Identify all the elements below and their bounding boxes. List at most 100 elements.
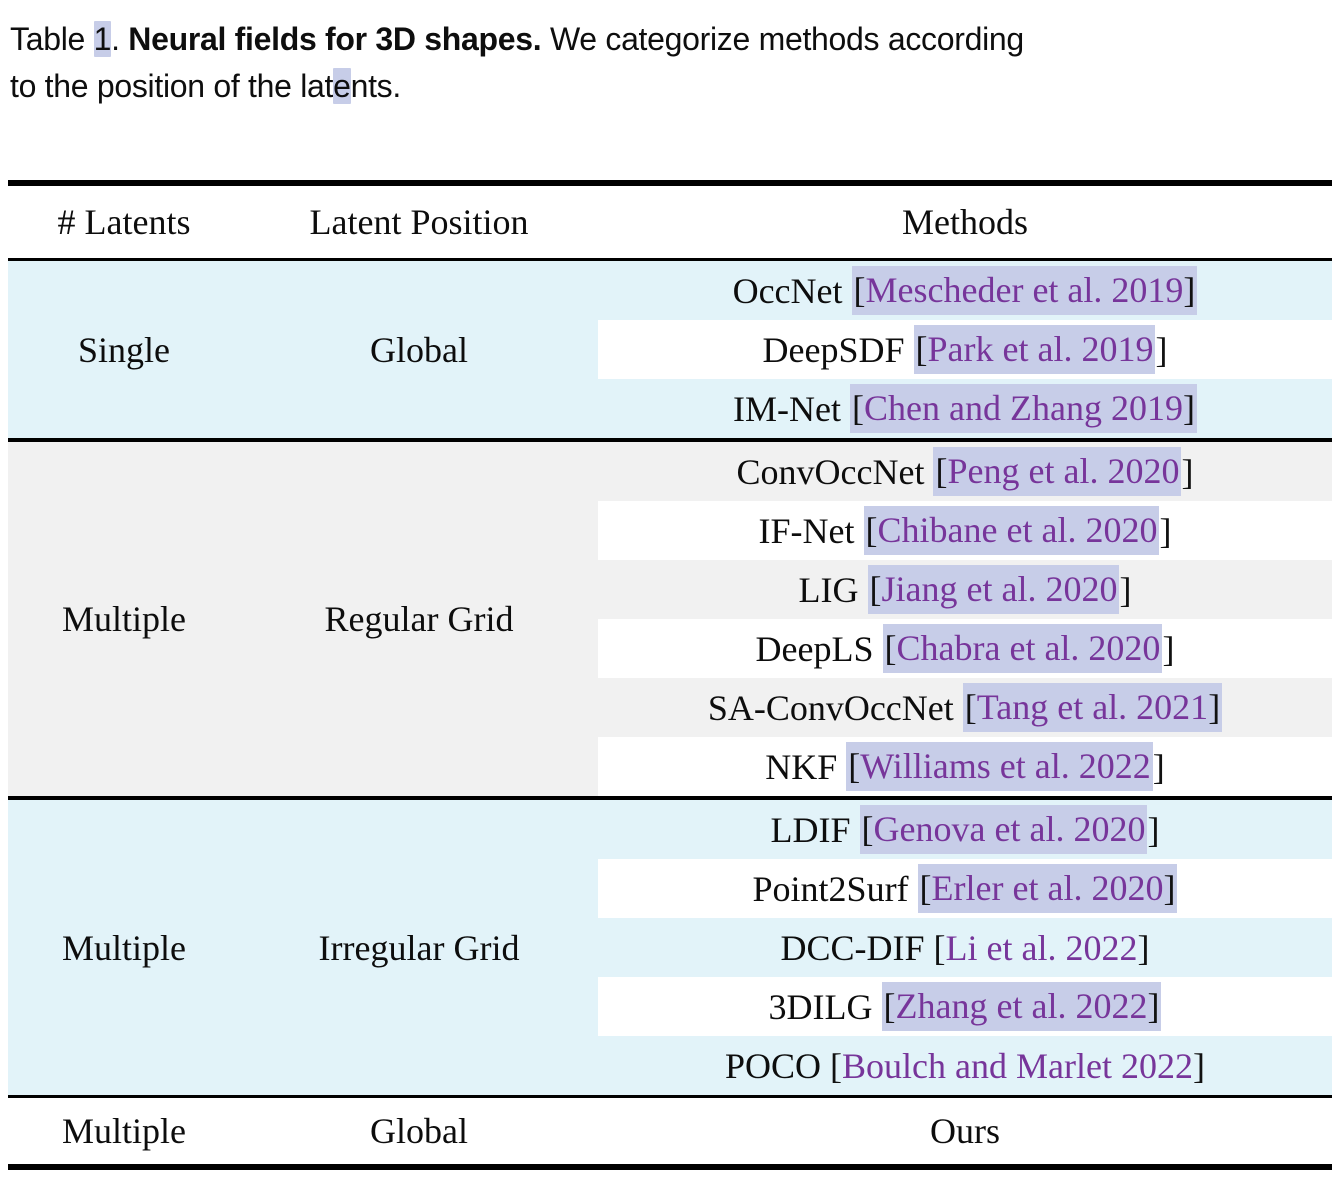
- citation-link[interactable]: [Chabra et al. 2020: [882, 624, 1163, 673]
- citation-text[interactable]: Erler et al. 2020: [931, 868, 1164, 908]
- citation-close-bracket: ]: [1162, 628, 1175, 669]
- method-row: ConvOccNet [Peng et al. 2020]: [598, 442, 1332, 501]
- citation-open-bracket: [: [869, 569, 882, 609]
- citation-text[interactable]: Zhang et al. 2022: [895, 986, 1148, 1026]
- methods-cell: OccNet [Mescheder et al. 2019] DeepSDF [P…: [598, 261, 1332, 438]
- citation-close-bracket: ]: [1147, 986, 1160, 1026]
- latents-cell: Multiple: [62, 599, 186, 639]
- citation-open-bracket: [: [915, 329, 928, 369]
- caption-text: .: [111, 21, 129, 57]
- citation-link[interactable]: [Boulch and Marlet 2022: [830, 1045, 1193, 1087]
- citation-close-bracket: ]: [1159, 510, 1172, 551]
- citation-close-bracket: ]: [1182, 388, 1195, 428]
- caption-bold-title: Neural fields for 3D shapes.: [128, 21, 542, 57]
- method-row: OccNet [Mescheder et al. 2019]: [598, 261, 1332, 320]
- position-cell: Regular Grid: [324, 599, 514, 639]
- citation-open-bracket: [: [919, 868, 932, 908]
- citation-open-bracket: [: [830, 1045, 843, 1086]
- citation-link[interactable]: [Zhang et al. 2022]: [881, 982, 1162, 1031]
- table-header-row: # Latents Latent Position Methods: [8, 186, 1332, 258]
- citation-close-bracket: ]: [1119, 569, 1132, 610]
- group-separator-rule: [8, 1095, 1332, 1098]
- citation-link[interactable]: [Li et al. 2022: [934, 927, 1138, 969]
- latents-cell: Multiple: [62, 1111, 186, 1151]
- citation-open-bracket: [: [861, 809, 874, 849]
- method-row: IM-Net [Chen and Zhang 2019]: [598, 379, 1332, 438]
- citation-link[interactable]: [Peng et al. 2020: [933, 447, 1182, 496]
- group-separator-rule: [8, 438, 1332, 442]
- citation-open-bracket: [: [853, 270, 866, 310]
- table-top-rule: [8, 180, 1332, 186]
- citation-text[interactable]: Mescheder et al. 2019: [865, 270, 1184, 310]
- citation-link[interactable]: [Jiang et al. 2020: [867, 565, 1120, 614]
- citation-link[interactable]: [Genova et al. 2020: [859, 805, 1148, 854]
- method-row: DeepSDF [Park et al. 2019]: [598, 320, 1332, 379]
- citation-close-bracket: ]: [1155, 329, 1168, 370]
- latents-cell: Single: [77, 329, 170, 370]
- citation-close-bracket: ]: [1147, 809, 1160, 850]
- caption-text: nts.: [350, 68, 402, 104]
- citation-text[interactable]: Williams et al. 2022: [860, 746, 1151, 786]
- method-name: DCC-DIF: [780, 927, 934, 968]
- caption-link-highlight[interactable]: 1: [93, 21, 112, 57]
- citation-close-bracket: ]: [1163, 868, 1176, 908]
- method-row: LIG [Jiang et al. 2020]: [598, 560, 1332, 619]
- methods-cell: ConvOccNet [Peng et al. 2020] IF-Net [Chi…: [598, 442, 1332, 796]
- citation-open-bracket: [: [933, 927, 946, 968]
- caption-text: We categorize methods according: [541, 21, 1024, 57]
- method-name: SA-ConvOccNet: [707, 687, 963, 728]
- method-row: DeepLS [Chabra et al. 2020]: [598, 619, 1332, 678]
- citation-open-bracket: [: [865, 510, 878, 550]
- citation-link[interactable]: [Mescheder et al. 2019]: [851, 266, 1198, 315]
- group-separator-rule: [8, 796, 1332, 800]
- citation-link[interactable]: [Tang et al. 2021]: [962, 683, 1223, 732]
- method-name: 3DILG: [768, 986, 882, 1027]
- citation-text[interactable]: Genova et al. 2020: [873, 809, 1146, 849]
- citation-close-bracket: ]: [1181, 451, 1194, 492]
- citation-text[interactable]: Chabra et al. 2020: [896, 628, 1161, 668]
- table-group: Multiple Global Ours: [8, 1098, 1332, 1164]
- citation-close-bracket: ]: [1208, 687, 1221, 727]
- citation-text[interactable]: Chibane et al. 2020: [877, 510, 1158, 550]
- citation-text[interactable]: Peng et al. 2020: [947, 451, 1180, 491]
- method-name: ConvOccNet: [736, 451, 934, 492]
- table-group: Multiple Regular Grid ConvOccNet [Peng et …: [8, 442, 1332, 796]
- citation-close-bracket: ]: [1152, 746, 1165, 787]
- citation-text[interactable]: Park et al. 2019: [927, 329, 1154, 369]
- methods-cell: Ours: [598, 1098, 1332, 1164]
- methods-table: # Latents Latent Position Methods Single…: [8, 180, 1332, 1170]
- citation-text[interactable]: Boulch and Marlet 2022: [842, 1045, 1193, 1086]
- citation-link[interactable]: [Erler et al. 2020]: [917, 864, 1178, 913]
- caption-text: to the position of the lat: [10, 68, 334, 104]
- caption-link-highlight[interactable]: e: [333, 68, 351, 104]
- method-row: LDIF [Genova et al. 2020]: [598, 800, 1332, 859]
- table-body: Single Global OccNet [Mescheder et al. 201…: [8, 261, 1332, 1170]
- method-row: Ours: [598, 1098, 1332, 1164]
- caption-text: Table: [10, 21, 94, 57]
- citation-text[interactable]: Jiang et al. 2020: [881, 569, 1118, 609]
- citation-open-bracket: [: [848, 746, 861, 786]
- citation-link[interactable]: [Williams et al. 2022: [846, 742, 1153, 791]
- method-row: DCC-DIF [Li et al. 2022]: [598, 918, 1332, 977]
- method-row: POCO [Boulch and Marlet 2022]: [598, 1036, 1332, 1095]
- citation-text[interactable]: Li et al. 2022: [945, 927, 1138, 968]
- citation-text[interactable]: Chen and Zhang 2019: [864, 388, 1183, 428]
- citation-link[interactable]: [Chen and Zhang 2019]: [850, 384, 1197, 433]
- latents-cell: Multiple: [62, 927, 186, 968]
- header-num-latents: # Latents: [57, 202, 191, 242]
- citation-text[interactable]: Tang et al. 2021: [976, 687, 1209, 727]
- methods-cell: LDIF [Genova et al. 2020] Point2Surf [Erl…: [598, 800, 1332, 1095]
- method-name: Ours: [930, 1111, 1000, 1151]
- method-row: IF-Net [Chibane et al. 2020]: [598, 501, 1332, 560]
- method-name: Point2Surf: [752, 868, 918, 909]
- table-caption: Table 1. Neural fields for 3D shapes. We…: [10, 16, 1335, 110]
- citation-open-bracket: [: [883, 986, 896, 1026]
- table-group: Multiple Irregular Grid LDIF [Genova et al…: [8, 800, 1332, 1095]
- method-name: IF-Net: [758, 510, 864, 551]
- header-separator-rule: [8, 258, 1332, 261]
- method-name: IM-Net: [733, 388, 851, 429]
- citation-link[interactable]: [Chibane et al. 2020: [863, 506, 1160, 555]
- method-name: OccNet: [732, 270, 852, 311]
- position-cell: Irregular Grid: [318, 927, 520, 968]
- citation-link[interactable]: [Park et al. 2019: [913, 325, 1156, 374]
